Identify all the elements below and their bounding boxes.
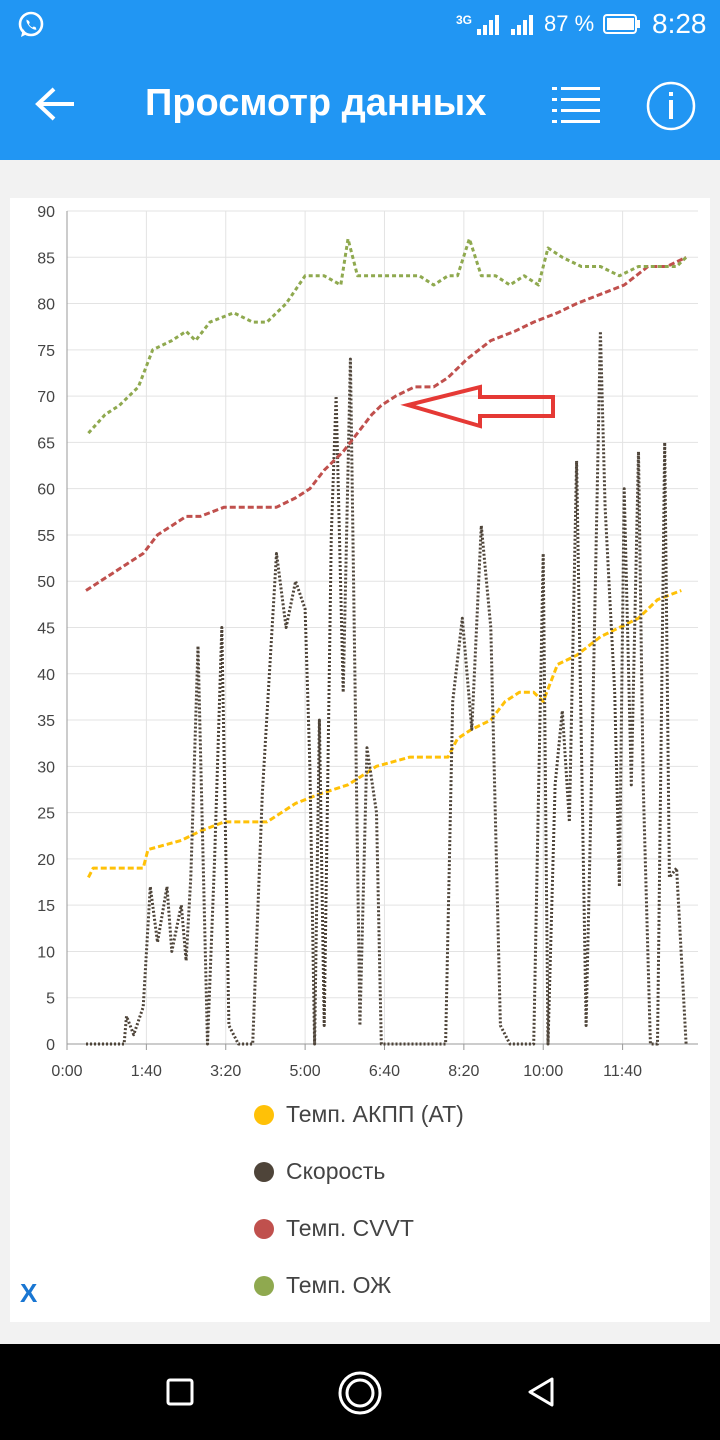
legend-dot-cvvt — [254, 1218, 274, 1239]
legend-item-speed: Скорость — [254, 1158, 385, 1185]
x-tick-label: 3:20 — [210, 1063, 241, 1078]
y-tick-label: 60 — [37, 482, 55, 499]
series-line-1 — [86, 329, 688, 1046]
y-tick-label: 75 — [37, 343, 55, 360]
signal-icon — [477, 15, 499, 35]
list-icon[interactable] — [552, 86, 600, 124]
legend-label-speed: Скорость — [286, 1158, 386, 1184]
home-circle-icon[interactable] — [337, 1370, 383, 1416]
x-tick-label: 10:00 — [523, 1063, 563, 1078]
whatsapp-icon — [18, 11, 44, 37]
legend-label-akpp: Темп. АКПП (AT) — [286, 1101, 464, 1127]
legend-item-akpp: Темп. АКПП (AT) — [254, 1101, 464, 1128]
y-tick-label: 35 — [37, 713, 55, 730]
x-tick-label: 5:00 — [290, 1063, 321, 1078]
y-tick-label: 40 — [37, 667, 55, 684]
legend-label-cvvt: Темп. CVVT — [286, 1215, 414, 1241]
legend-label-coolant: Темп. ОЖ — [286, 1272, 392, 1298]
y-tick-label: 20 — [37, 852, 55, 869]
app-bar: Просмотр данных — [0, 48, 720, 160]
chart-card: 0 5 10 15 20 25 30 35 40 45 50 55 60 65 70 75 80 85 90 0:00… — [10, 198, 710, 1322]
annotation-arrow — [400, 384, 555, 429]
back-arrow-icon[interactable] — [34, 86, 78, 122]
clock: 8:28 — [652, 8, 707, 39]
x-tick-label: 0:00 — [51, 1063, 82, 1078]
close-button[interactable]: X — [20, 1278, 38, 1308]
y-tick-label: 10 — [37, 944, 55, 961]
y-tick-label: 25 — [37, 806, 55, 823]
back-triangle-icon[interactable] — [526, 1376, 556, 1408]
square-icon[interactable] — [166, 1378, 194, 1406]
series-line-2 — [85, 255, 687, 592]
status-bar: 3G 87 % 8:28 — [0, 0, 720, 48]
series-line-0 — [87, 589, 682, 879]
legend-dot-coolant — [254, 1275, 274, 1296]
signal-icon-2 — [511, 15, 533, 35]
info-icon[interactable] — [646, 81, 696, 131]
y-tick-label: 55 — [37, 528, 55, 545]
y-tick-label: 30 — [37, 759, 55, 776]
y-tick-label: 70 — [37, 389, 55, 406]
y-tick-label: 50 — [37, 574, 55, 591]
y-tick-label: 90 — [37, 204, 55, 221]
y-tick-label: 80 — [37, 297, 55, 314]
legend-dot-akpp — [254, 1104, 274, 1125]
y-tick-label: 45 — [37, 621, 55, 638]
legend-item-coolant: Темп. ОЖ — [254, 1272, 391, 1299]
y-tick-label: 5 — [46, 991, 55, 1008]
legend-item-cvvt: Темп. CVVT — [254, 1215, 414, 1242]
legend-dot-speed — [254, 1161, 274, 1182]
navigation-bar — [0, 1344, 720, 1440]
x-tick-label: 6:40 — [369, 1063, 400, 1078]
y-tick-label: 65 — [37, 435, 55, 452]
x-tick-label: 8:20 — [448, 1063, 479, 1078]
x-tick-label: 11:40 — [603, 1063, 642, 1078]
network-type: 3G — [456, 13, 473, 27]
y-tick-label: 85 — [37, 250, 55, 267]
battery-percent: 87 % — [544, 11, 595, 36]
y-tick-label: 15 — [37, 898, 55, 915]
line-chart: 0 5 10 15 20 25 30 35 40 45 50 55 60 65 70 75 80 85 90 0:00… — [37, 204, 698, 1078]
battery-icon — [603, 14, 640, 34]
page-title: Просмотр данных — [145, 82, 487, 124]
y-tick-label: 0 — [46, 1037, 55, 1054]
x-tick-label: 1:40 — [131, 1063, 162, 1078]
series-line-3 — [87, 237, 688, 435]
